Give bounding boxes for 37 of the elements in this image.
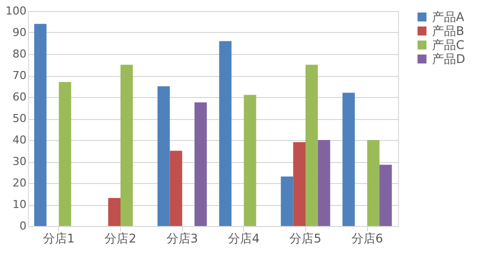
bar (170, 150, 182, 226)
bar (293, 142, 306, 226)
x-tick-label: 分店2 (104, 232, 136, 246)
bar (158, 86, 170, 226)
x-tick-label: 分店5 (290, 232, 322, 246)
y-tick-label: 60 (12, 90, 26, 104)
x-tick-label: 分店1 (43, 232, 75, 246)
y-tick-label: 40 (12, 134, 26, 146)
y-tick-label: 30 (12, 155, 26, 168)
y-tick-label: 50 (12, 112, 26, 125)
bar (280, 176, 294, 226)
y-tick-label: 20 (12, 176, 26, 190)
x-tick-label: 分店6 (351, 232, 383, 246)
bar (219, 41, 232, 226)
x-tick-label: 分店4 (228, 232, 260, 246)
legend-label: 产品D (432, 52, 466, 66)
bar (34, 24, 46, 226)
y-tick-label: 90 (12, 26, 26, 39)
bar (120, 64, 133, 226)
bar (244, 94, 256, 226)
bar (318, 140, 330, 226)
bar (367, 140, 380, 226)
y-tick-label: 80 (12, 48, 26, 60)
legend-label: 产品B (432, 24, 464, 38)
x-tick-label: 分店3 (166, 232, 198, 246)
y-tick-label: 70 (12, 69, 26, 82)
legend-label: 产品A (432, 10, 465, 24)
bar (194, 102, 207, 226)
bar (58, 82, 72, 226)
bar (108, 198, 120, 226)
bar (306, 64, 318, 226)
y-tick-label: 10 (12, 198, 26, 211)
y-tick-label: 100 (6, 4, 26, 18)
legend-label: 产品C (432, 38, 464, 52)
y-tick-label: 0 (20, 220, 26, 232)
bar (380, 164, 392, 226)
bar (342, 92, 355, 226)
